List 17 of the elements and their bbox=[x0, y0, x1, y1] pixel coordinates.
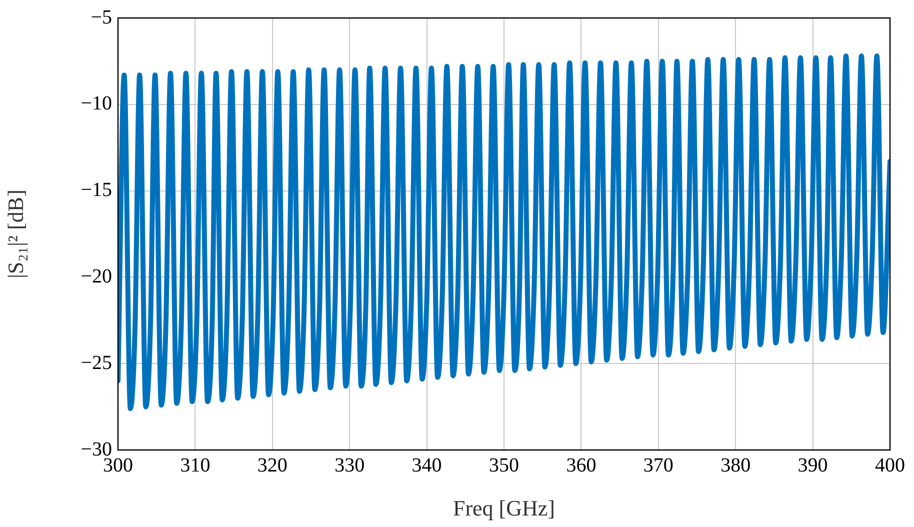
x-tick-label: 310 bbox=[180, 454, 210, 476]
x-tick-label: 350 bbox=[489, 454, 519, 476]
x-tick-label: 380 bbox=[720, 454, 751, 476]
x-tick-label: 340 bbox=[412, 454, 442, 476]
y-tick-label: −15 bbox=[80, 179, 112, 202]
x-tick-label: 370 bbox=[643, 454, 674, 476]
x-tick-label: 330 bbox=[334, 454, 365, 476]
y-tick-label: −20 bbox=[80, 265, 112, 288]
x-tick-label: 360 bbox=[566, 454, 596, 476]
y-tick-label: −10 bbox=[80, 92, 112, 115]
y-tick-label: −25 bbox=[80, 352, 112, 374]
x-tick-label: 390 bbox=[798, 454, 828, 476]
y-axis-title: |S₂₁|² [dB] bbox=[2, 190, 28, 278]
y-tick-label: −5 bbox=[90, 6, 112, 28]
x-tick-label: 320 bbox=[257, 454, 288, 476]
x-tick-label: 400 bbox=[875, 454, 905, 476]
x-axis-title: Freq [GHz] bbox=[452, 496, 556, 521]
